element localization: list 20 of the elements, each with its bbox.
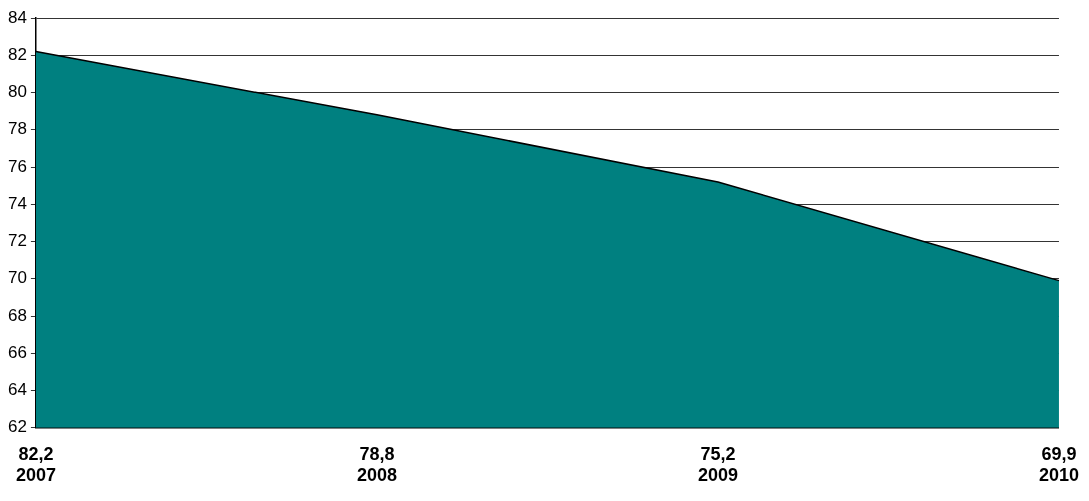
data-label: 82,2 bbox=[18, 443, 54, 464]
x-tick-label: 2010 bbox=[1038, 465, 1079, 486]
y-tick-label: 66 bbox=[7, 342, 27, 362]
data-label: 78,8 bbox=[359, 443, 395, 464]
y-tick-label: 68 bbox=[7, 305, 27, 325]
y-tick-label: 62 bbox=[7, 417, 27, 437]
y-tick-label: 82 bbox=[7, 44, 27, 64]
y-tick-label: 76 bbox=[7, 156, 27, 176]
x-tick-label: 2007 bbox=[15, 465, 56, 486]
y-tick-label: 72 bbox=[7, 231, 27, 251]
y-tick-label: 64 bbox=[7, 380, 27, 400]
x-tick-label: 2008 bbox=[356, 465, 397, 486]
data-label: 75,2 bbox=[700, 443, 736, 464]
y-tick-label: 84 bbox=[7, 7, 27, 27]
y-tick-label: 78 bbox=[7, 119, 27, 139]
data-label: 69,9 bbox=[1041, 443, 1077, 464]
y-tick-label: 70 bbox=[7, 268, 27, 288]
x-tick-label: 2009 bbox=[697, 465, 738, 486]
y-tick-label: 74 bbox=[7, 193, 27, 213]
y-tick-label: 80 bbox=[7, 82, 27, 102]
